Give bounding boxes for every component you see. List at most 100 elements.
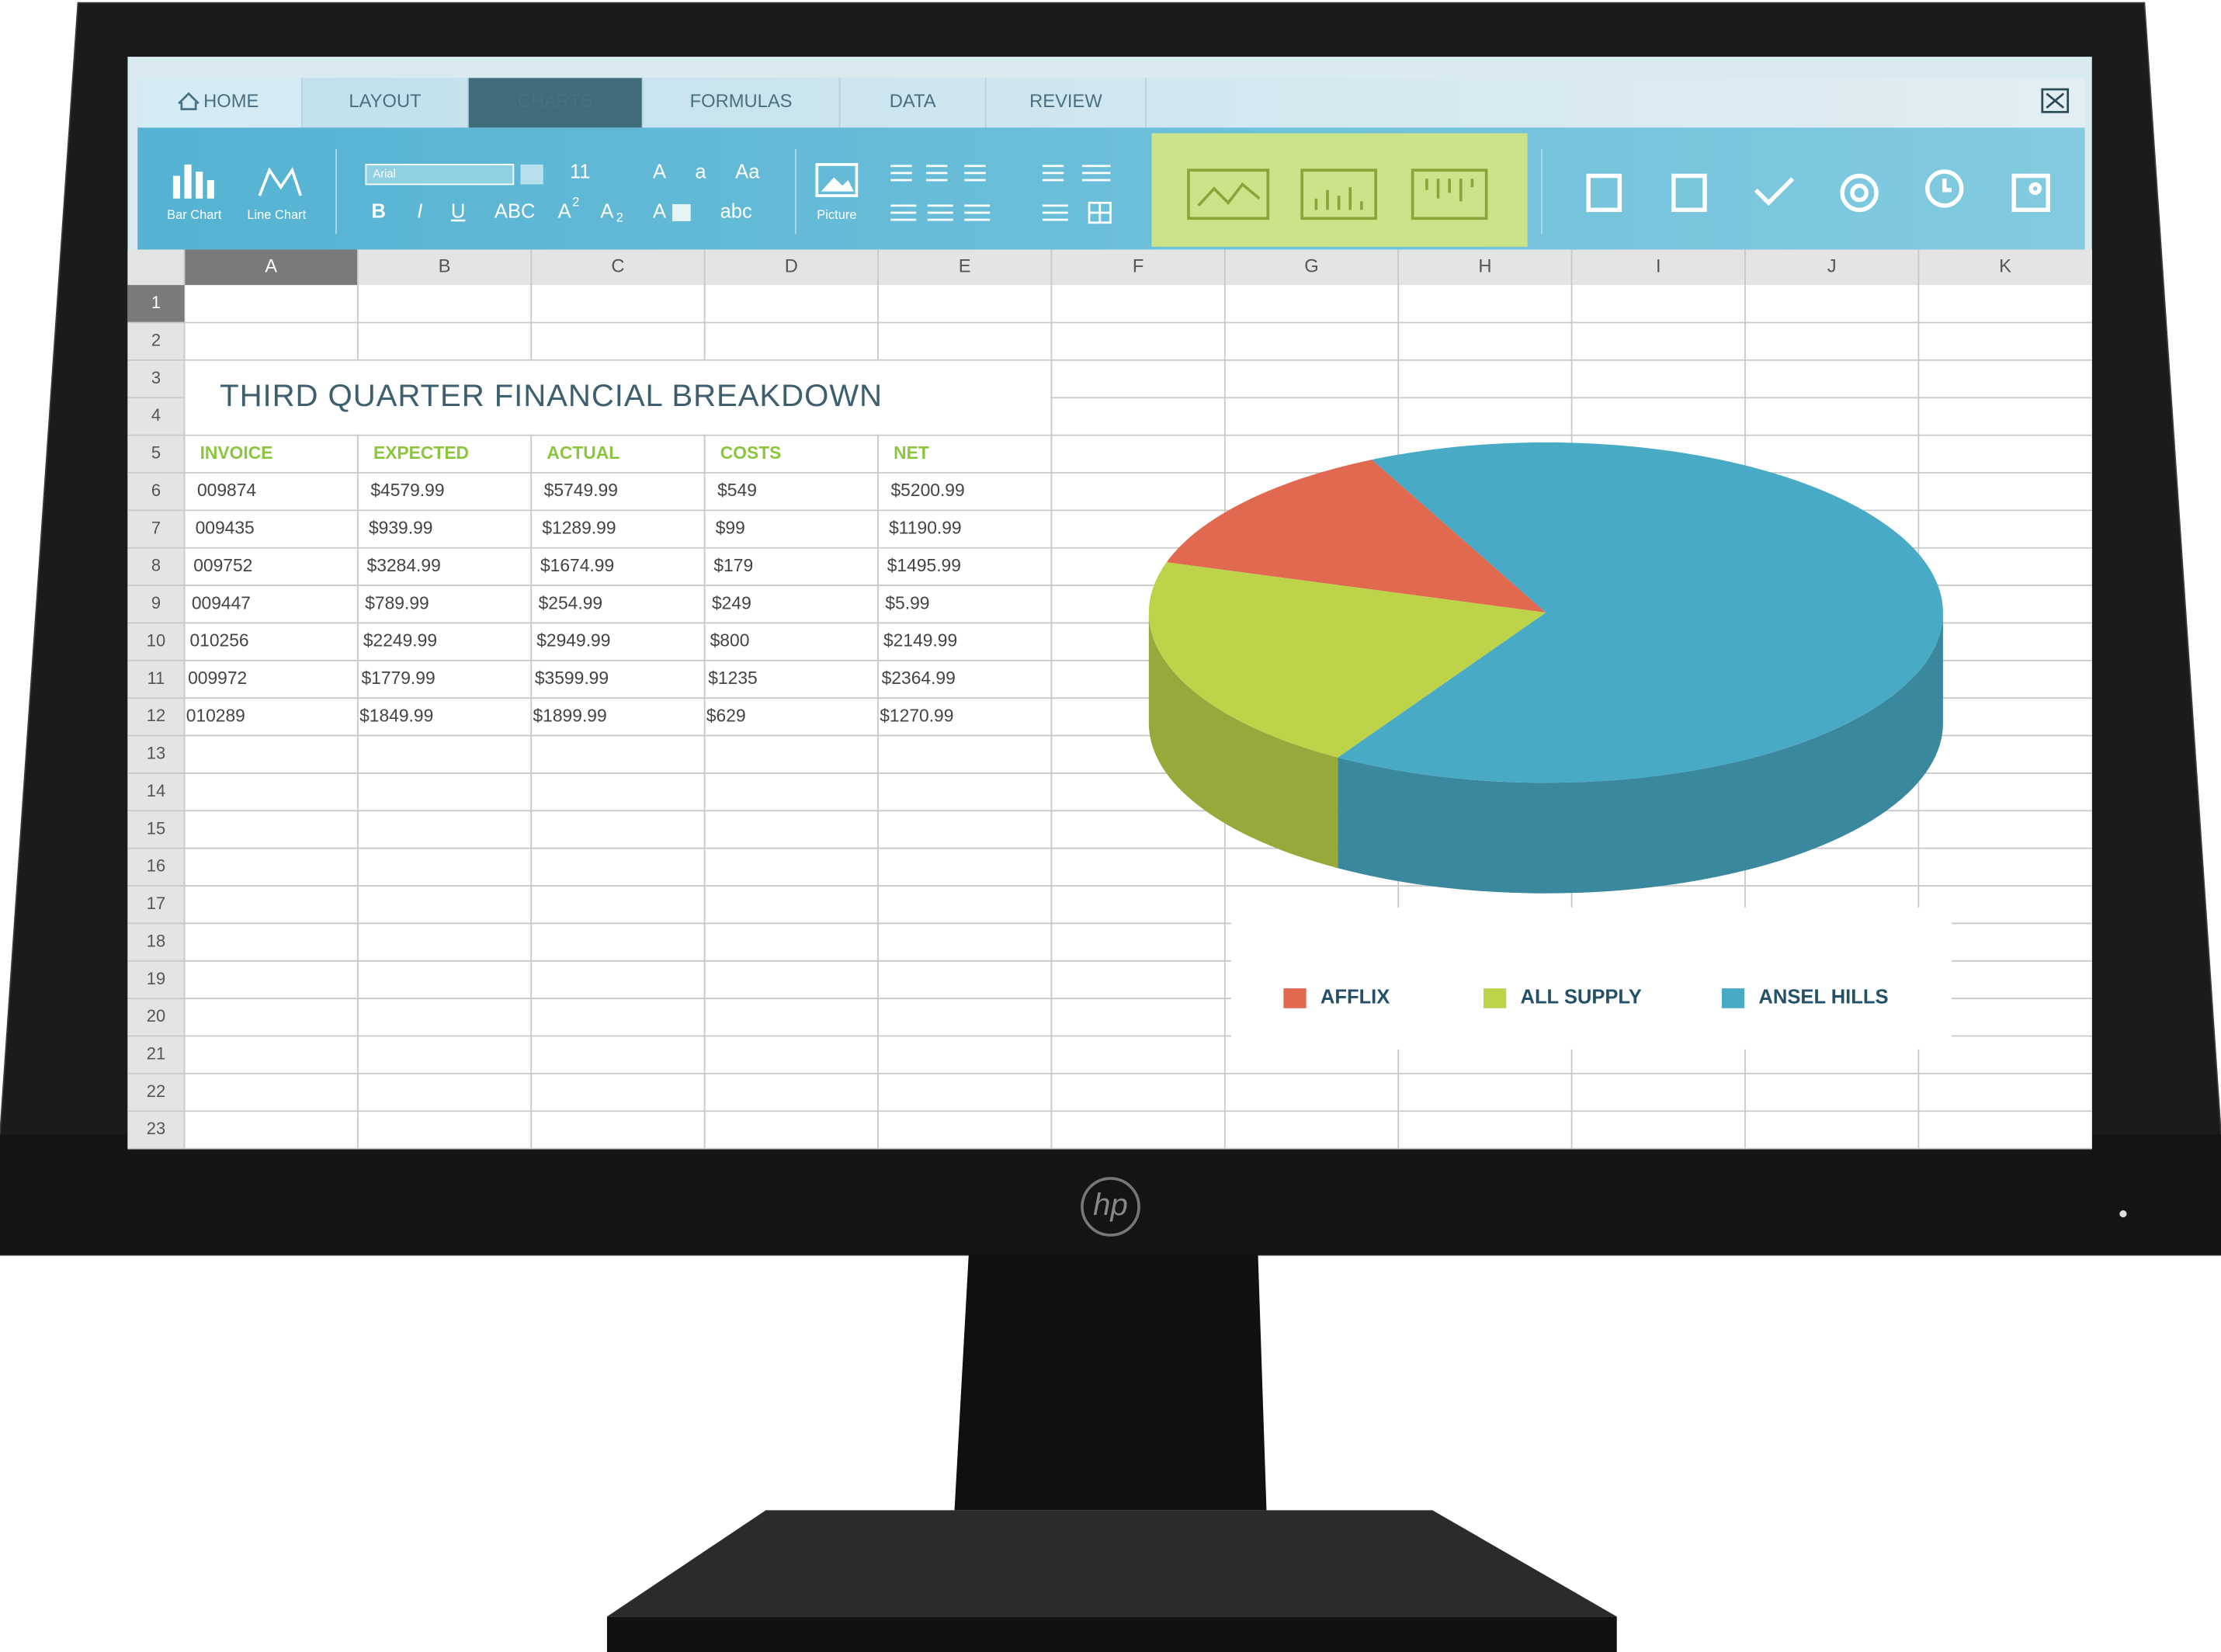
caps[interactable]: ABC <box>495 201 536 223</box>
table-cell: $939.99 <box>369 518 433 538</box>
table-cell: $2364.99 <box>882 668 956 688</box>
row-header[interactable]: 16 <box>147 856 165 876</box>
column-header[interactable]: B <box>439 257 451 277</box>
row-header[interactable]: 17 <box>147 894 165 913</box>
table-cell: $2249.99 <box>363 630 437 651</box>
column-header[interactable]: J <box>1827 257 1837 277</box>
row-header[interactable]: 11 <box>147 668 165 688</box>
tab[interactable]: REVIEW <box>1029 92 1102 112</box>
table-cell: $629 <box>706 705 746 725</box>
row-header[interactable]: 18 <box>147 931 165 950</box>
table-cell: $254.99 <box>539 592 603 613</box>
superscript[interactable]: A <box>558 201 571 223</box>
table-cell: $1849.99 <box>359 705 433 725</box>
font-color[interactable]: A <box>653 201 666 223</box>
tab-bar <box>137 78 2085 128</box>
row-header[interactable]: 1 <box>151 293 161 312</box>
legend-label: ALL SUPPLY <box>1520 987 1641 1008</box>
row-header[interactable]: 20 <box>147 1006 165 1026</box>
underline[interactable]: U <box>451 201 465 223</box>
tab-active-bg <box>467 78 643 128</box>
selected-column-header <box>184 249 358 286</box>
column-header[interactable]: E <box>959 257 971 277</box>
row-header[interactable]: 10 <box>147 630 165 650</box>
close-button[interactable] <box>2041 88 2070 113</box>
column-header[interactable]: K <box>1999 257 2011 277</box>
column-header[interactable]: A <box>265 257 277 277</box>
legend-label: ANSEL HILLS <box>1758 987 1888 1008</box>
tool-icons[interactable] <box>1586 169 2050 213</box>
row-header[interactable]: 7 <box>151 518 161 537</box>
picture-icon[interactable] <box>815 163 859 197</box>
italic[interactable]: I <box>417 201 422 223</box>
grow-font[interactable]: A <box>653 161 666 183</box>
lowercase[interactable]: abc <box>720 201 752 223</box>
pie-slice-side <box>1148 613 1338 869</box>
row-header[interactable]: 9 <box>151 593 161 613</box>
subscript-digit: 2 <box>616 211 623 225</box>
bold[interactable]: B <box>372 201 386 223</box>
stand-base-front <box>606 1616 1617 1652</box>
tab[interactable]: HOME <box>203 92 259 112</box>
table-header: EXPECTED <box>373 442 469 463</box>
table-header: COSTS <box>720 442 782 463</box>
row-header[interactable]: 5 <box>151 443 161 463</box>
table-cell: $3284.99 <box>367 555 441 575</box>
font-size[interactable]: 11 <box>570 161 591 183</box>
table-cell: $5200.99 <box>890 480 964 500</box>
row-header[interactable]: 4 <box>151 405 161 425</box>
font-box[interactable] <box>365 163 515 186</box>
table-cell: $1190.99 <box>889 518 962 538</box>
chart-style-icons[interactable] <box>1187 168 1488 220</box>
row-header[interactable]: 23 <box>147 1119 165 1138</box>
column-header[interactable]: C <box>611 257 624 277</box>
row-header[interactable]: 12 <box>147 706 165 725</box>
row-header[interactable]: 8 <box>151 556 161 575</box>
change-case[interactable]: Aa <box>735 161 760 183</box>
tab[interactable]: LAYOUT <box>349 92 421 112</box>
legend-swatch <box>1283 988 1307 1008</box>
subscript[interactable]: A <box>600 201 613 223</box>
column-header-bg <box>127 249 2092 286</box>
tab[interactable]: DATA <box>890 92 936 112</box>
tab[interactable]: FORMULAS <box>690 92 793 112</box>
paragraph-icons[interactable] <box>890 165 1112 224</box>
stand-base-top <box>606 1510 1617 1617</box>
row-header[interactable]: 14 <box>147 781 165 800</box>
shrink-font[interactable]: a <box>695 161 706 183</box>
line-chart-icon[interactable] <box>258 167 303 196</box>
row-header[interactable]: 13 <box>147 744 165 763</box>
row-header[interactable]: 22 <box>147 1081 165 1101</box>
chart-styles-panel <box>1151 133 1528 247</box>
row-header[interactable]: 15 <box>147 818 165 838</box>
row-header[interactable]: 2 <box>151 330 161 349</box>
row-header[interactable]: 21 <box>147 1044 165 1064</box>
bar-chart-icon[interactable] <box>172 164 214 199</box>
column-header[interactable]: D <box>785 257 798 277</box>
table-cell: $1495.99 <box>887 555 961 575</box>
tab[interactable]: CHARTS <box>518 92 593 112</box>
chin <box>0 1134 2221 1255</box>
ribbon-label: Line Chart <box>247 208 306 222</box>
table-cell: 010289 <box>186 705 245 725</box>
pie-slice <box>1148 562 1546 758</box>
column-header[interactable]: G <box>1304 257 1318 277</box>
column-header[interactable]: H <box>1478 257 1491 277</box>
table-header: NET <box>894 442 929 463</box>
font-dropdown[interactable] <box>520 164 543 185</box>
pie-slice <box>1166 460 1546 613</box>
ribbon-label: Picture <box>817 208 856 222</box>
logo: hp <box>1093 1187 1128 1222</box>
row-header[interactable]: 3 <box>151 368 161 387</box>
color-swatch <box>672 204 691 221</box>
font-name: Arial <box>373 168 395 181</box>
column-header[interactable]: I <box>1656 257 1661 277</box>
row-header[interactable]: 19 <box>147 969 165 988</box>
table-cell: 009447 <box>192 592 251 613</box>
table-cell: $800 <box>710 630 750 651</box>
row-header[interactable]: 6 <box>151 481 161 500</box>
legend-swatch <box>1483 988 1507 1008</box>
table-cell: $1270.99 <box>880 705 953 725</box>
column-header[interactable]: F <box>1133 257 1144 277</box>
